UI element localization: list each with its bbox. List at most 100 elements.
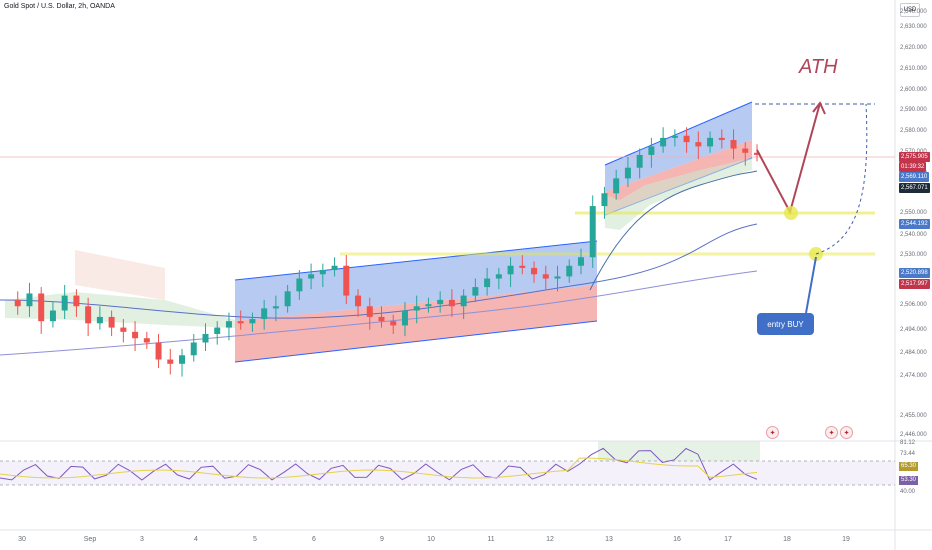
candle-body xyxy=(366,306,373,317)
rsi-signal-line xyxy=(0,457,758,479)
candle-body xyxy=(167,359,174,364)
rsi-badge: 53.30 xyxy=(899,476,919,485)
time-tick-label: Sep xyxy=(83,536,97,543)
time-tick-label: 6 xyxy=(312,536,316,543)
time-tick-label: 10 xyxy=(427,536,435,543)
candle-body xyxy=(613,178,620,194)
price-badge: 2,520.898 xyxy=(899,268,930,278)
entry-buy-callout: entry BUY xyxy=(757,313,814,335)
candle-body xyxy=(202,333,209,343)
channel2-upper-half xyxy=(605,102,752,192)
price-badge: 2,569.110 xyxy=(899,172,930,182)
channel2-top-line xyxy=(604,101,753,166)
candle-body xyxy=(448,299,455,307)
price-badge: 01:39:32 xyxy=(899,162,927,172)
candle-body xyxy=(742,148,749,153)
candle-body xyxy=(636,154,643,168)
candle-body xyxy=(507,265,514,275)
candle-body xyxy=(660,137,667,147)
candle-body xyxy=(472,287,479,296)
candle-body xyxy=(143,338,150,343)
time-tick-label: 5 xyxy=(253,536,257,543)
candle-body xyxy=(519,265,526,268)
candle-body xyxy=(730,140,737,149)
rsi-overbought-zone xyxy=(598,441,760,461)
price-tick-label: 2,446.000 xyxy=(900,432,927,438)
channel-upper-half xyxy=(235,241,597,321)
candle-body xyxy=(214,327,221,334)
price-tick-label: 2,506.000 xyxy=(900,302,927,308)
price-badge: 2,517.997 xyxy=(899,279,930,289)
candle-body xyxy=(401,310,408,326)
currency-selector[interactable]: USD xyxy=(900,3,920,17)
symbol-title[interactable]: Gold Spot / U.S. Dollar, 2h, OANDA xyxy=(4,3,115,10)
candle-body xyxy=(718,137,725,141)
rsi-tick: 40.00 xyxy=(900,489,916,495)
time-tick-label: 9 xyxy=(380,536,384,543)
price-tick-label: 2,630.000 xyxy=(900,24,927,30)
us-flag-event-icon[interactable]: ✦ xyxy=(825,426,838,439)
candle-body xyxy=(460,295,467,307)
candle-body xyxy=(96,316,103,324)
candle-body xyxy=(531,267,538,275)
price-badge: 2,575.905 xyxy=(899,152,930,162)
price-tick-label: 2,455.000 xyxy=(900,413,927,419)
price-badge: 2,544.192 xyxy=(899,219,930,229)
candle-body xyxy=(695,142,702,147)
ma-short xyxy=(589,170,758,291)
candle-body xyxy=(61,295,68,311)
candle-body xyxy=(85,306,92,324)
price-tick-label: 2,640.000 xyxy=(900,9,927,15)
price-tick-label: 2,620.000 xyxy=(900,45,927,51)
candle-body xyxy=(308,274,315,279)
price-tick-label: 2,590.000 xyxy=(900,107,927,113)
arrow-head xyxy=(812,101,826,115)
time-tick-label: 3 xyxy=(140,536,144,543)
candle-body xyxy=(484,278,491,288)
candle-body xyxy=(683,135,690,143)
rsi-badge: 65.30 xyxy=(899,462,919,471)
price-tick-label: 2,540.000 xyxy=(900,232,927,238)
time-tick-label: 18 xyxy=(783,536,791,543)
projection-path xyxy=(815,103,868,255)
price-tick-label: 2,610.000 xyxy=(900,66,927,72)
candle-body xyxy=(355,295,362,307)
candle-body xyxy=(331,265,338,271)
price-tick-label: 2,494.000 xyxy=(900,327,927,333)
candle-body xyxy=(272,306,279,309)
green-cloud xyxy=(605,158,752,230)
candle-body xyxy=(343,265,350,296)
time-tick-label: 4 xyxy=(194,536,198,543)
candle-body xyxy=(132,331,139,339)
candle-body xyxy=(108,316,115,328)
candle-body xyxy=(554,276,561,279)
us-flag-event-icon[interactable]: ✦ xyxy=(766,426,779,439)
candle-body xyxy=(73,295,80,307)
candle-body xyxy=(648,146,655,155)
candle-body xyxy=(225,321,232,328)
time-tick-label: 17 xyxy=(724,536,732,543)
time-tick-label: 30 xyxy=(18,536,26,543)
candle-body xyxy=(296,278,303,292)
price-tick-label: 2,550.000 xyxy=(900,210,927,216)
channel-lower-half xyxy=(235,285,597,362)
time-tick-label: 16 xyxy=(673,536,681,543)
price-tick-label: 2,474.000 xyxy=(900,373,927,379)
price-badge: 2,567.071 xyxy=(899,183,930,193)
price-tick-label: 2,600.000 xyxy=(900,87,927,93)
candle-body xyxy=(319,270,326,275)
candle-body xyxy=(237,321,244,324)
us-flag-event-icon[interactable]: ✦ xyxy=(840,426,853,439)
ma-long xyxy=(0,270,758,356)
ath-annotation: ATH xyxy=(799,56,838,78)
rsi-tick: 81.12 xyxy=(900,440,916,446)
candle-body xyxy=(437,299,444,305)
rsi-tick: 73.44 xyxy=(900,451,916,457)
cloud-zone xyxy=(75,250,165,300)
candle-body xyxy=(155,342,162,360)
candle-body xyxy=(26,293,33,307)
candle-body xyxy=(120,327,127,332)
time-tick-label: 13 xyxy=(605,536,613,543)
channel-top-line xyxy=(234,240,598,281)
